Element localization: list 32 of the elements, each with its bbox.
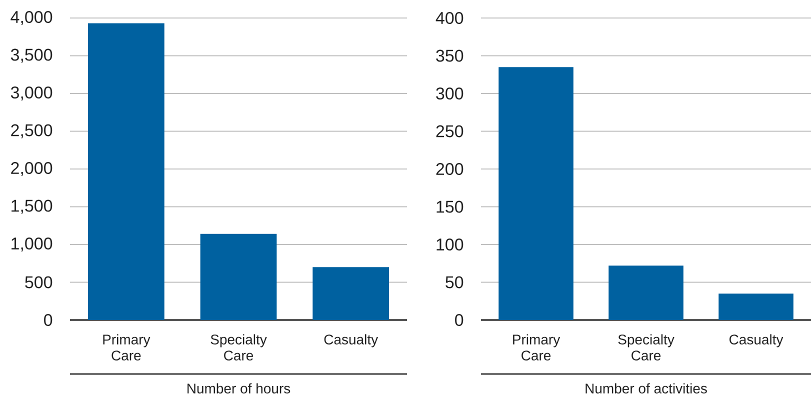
bar	[718, 294, 794, 320]
y-tick-label: 2,500	[11, 124, 52, 138]
y-tick-label: 0	[44, 314, 52, 326]
x-axis-title: Number of activities	[586, 383, 707, 394]
x-tick-label: Specialty Care	[618, 334, 674, 360]
bar	[498, 67, 574, 320]
y-tick-label: 150	[436, 200, 464, 213]
x-tick-label: Casualty	[324, 334, 378, 348]
y-tick-label: 100	[436, 238, 464, 251]
bar	[88, 23, 164, 320]
x-tick-label: Primary Care	[513, 334, 560, 360]
y-tick-label: 4,000	[10, 10, 52, 26]
y-tick-label: 350	[436, 50, 464, 62]
y-tick-label: 3,500	[10, 48, 52, 63]
y-tick-label: 2,000	[11, 162, 52, 176]
x-tick-label: Specialty Care	[210, 334, 267, 360]
y-tick-label: 3,000	[10, 86, 52, 101]
y-tick-label: 1,500	[12, 200, 52, 214]
y-tick-label: 200	[436, 162, 464, 176]
x-axis-title: Number of hours	[188, 383, 290, 394]
y-tick-label: 1,000	[12, 237, 52, 252]
x-tick-label: Casualty	[729, 334, 784, 348]
y-tick-label: 300	[436, 87, 464, 100]
y-tick-label: 250	[436, 125, 464, 138]
y-tick-label: 400	[436, 12, 464, 24]
bar	[312, 267, 390, 320]
bar	[608, 266, 684, 320]
y-tick-label: 50	[446, 276, 464, 288]
bar	[200, 234, 277, 320]
x-tick-label: Primary Care	[103, 334, 150, 360]
y-tick-label: 0	[455, 314, 464, 326]
y-tick-label: 500	[25, 276, 52, 288]
